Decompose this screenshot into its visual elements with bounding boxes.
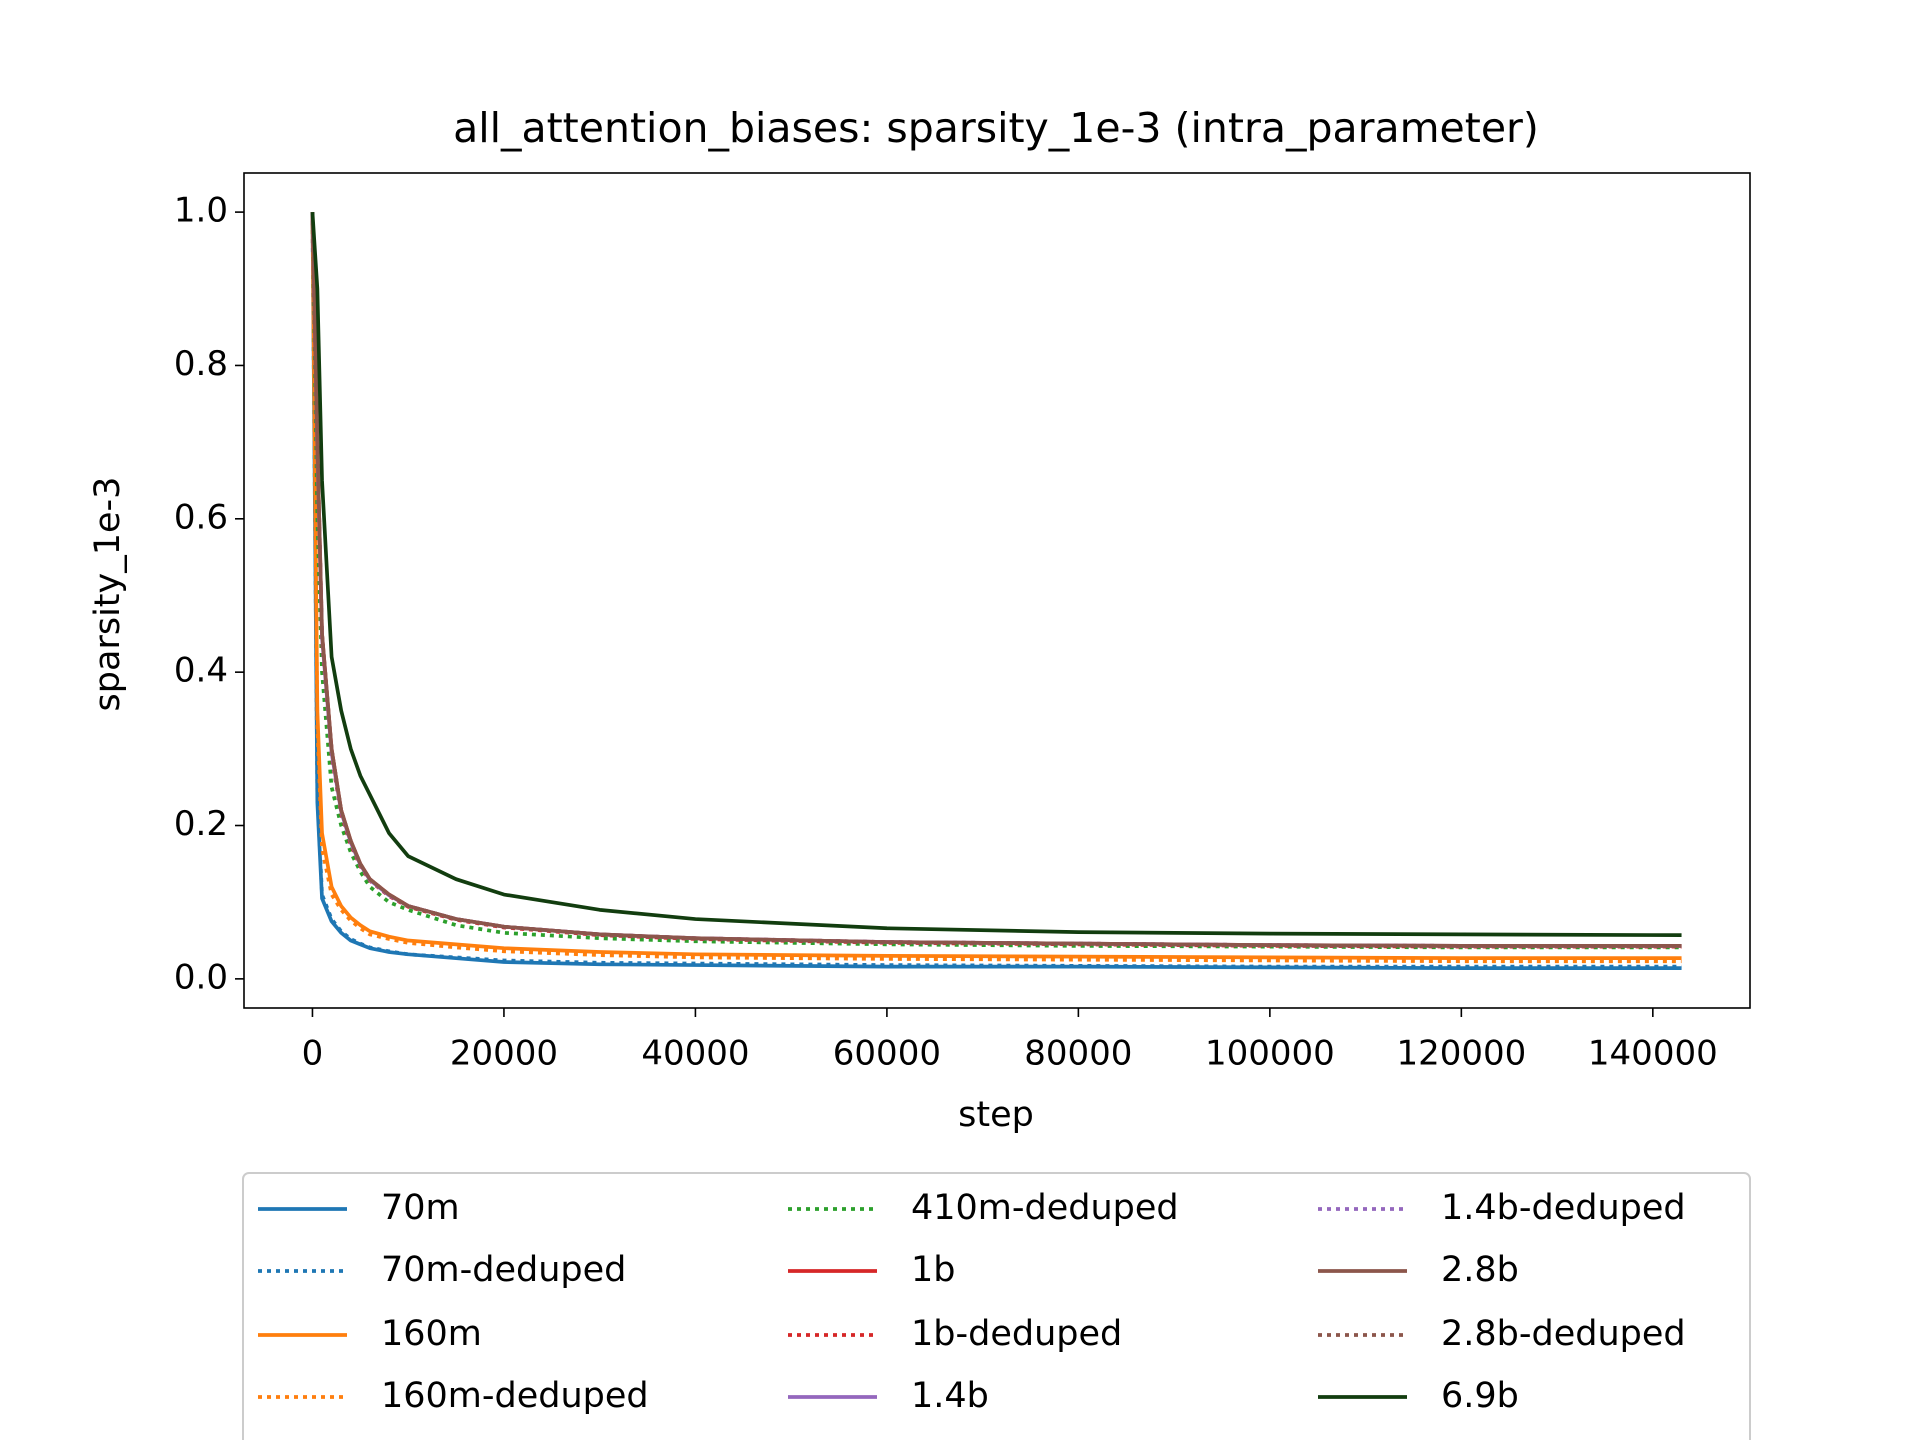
x-tick-label: 0: [302, 1034, 324, 1074]
series-line: [310, 212, 1682, 948]
legend-label: 2.8b-deduped: [1441, 1314, 1686, 1354]
legend-label: 6.9b: [1441, 1376, 1519, 1416]
x-axis-label: step: [958, 1095, 1034, 1135]
x-tick-label: 60000: [833, 1034, 941, 1074]
series-line: [310, 212, 1682, 970]
y-tick-label: 0.4: [174, 651, 228, 691]
legend-label: 410m-deduped: [911, 1188, 1179, 1228]
legend-box: [242, 1172, 1751, 1440]
x-tick-label: 80000: [1024, 1034, 1132, 1074]
legend: 70m 70m-deduped 160m 160m-deduped 410m-dedup…: [242, 1172, 1751, 1440]
legend-label: 70m: [381, 1188, 460, 1228]
series-line: [310, 211, 1682, 938]
y-tick-label: 0.8: [174, 344, 228, 384]
y-tick-label: 0.2: [174, 804, 228, 844]
plot-area: 0 20000 40000 60000 80000 100000 120000 140000 0…: [174, 172, 1751, 1074]
y-tick-label: 0.0: [174, 957, 228, 997]
x-tick-label: 100000: [1205, 1034, 1335, 1074]
legend-label: 1.4b-deduped: [1441, 1188, 1686, 1228]
x-tick-label: 20000: [450, 1034, 558, 1074]
y-tick-label: 0.6: [174, 497, 228, 537]
legend-label: 160m: [381, 1314, 482, 1354]
x-tick-label: 140000: [1588, 1034, 1718, 1074]
x-tick-label: 120000: [1396, 1034, 1526, 1074]
y-tick-label: 1.0: [174, 191, 228, 231]
legend-label: 70m-deduped: [381, 1250, 626, 1290]
chart-title: all_attention_biases: sparsity_1e-3 (int…: [453, 104, 1539, 152]
plot-frame: [243, 172, 1751, 1009]
x-tick-label: 40000: [641, 1034, 749, 1074]
y-axis-label: sparsity_1e-3: [88, 477, 128, 712]
legend-label: 160m-deduped: [381, 1376, 649, 1416]
legend-label: 1b-deduped: [911, 1314, 1122, 1354]
series-line: [310, 212, 1682, 964]
legend-label: 1.4b: [911, 1376, 989, 1416]
legend-label: 2.8b: [1441, 1250, 1519, 1290]
legend-label: 1b: [911, 1250, 956, 1290]
